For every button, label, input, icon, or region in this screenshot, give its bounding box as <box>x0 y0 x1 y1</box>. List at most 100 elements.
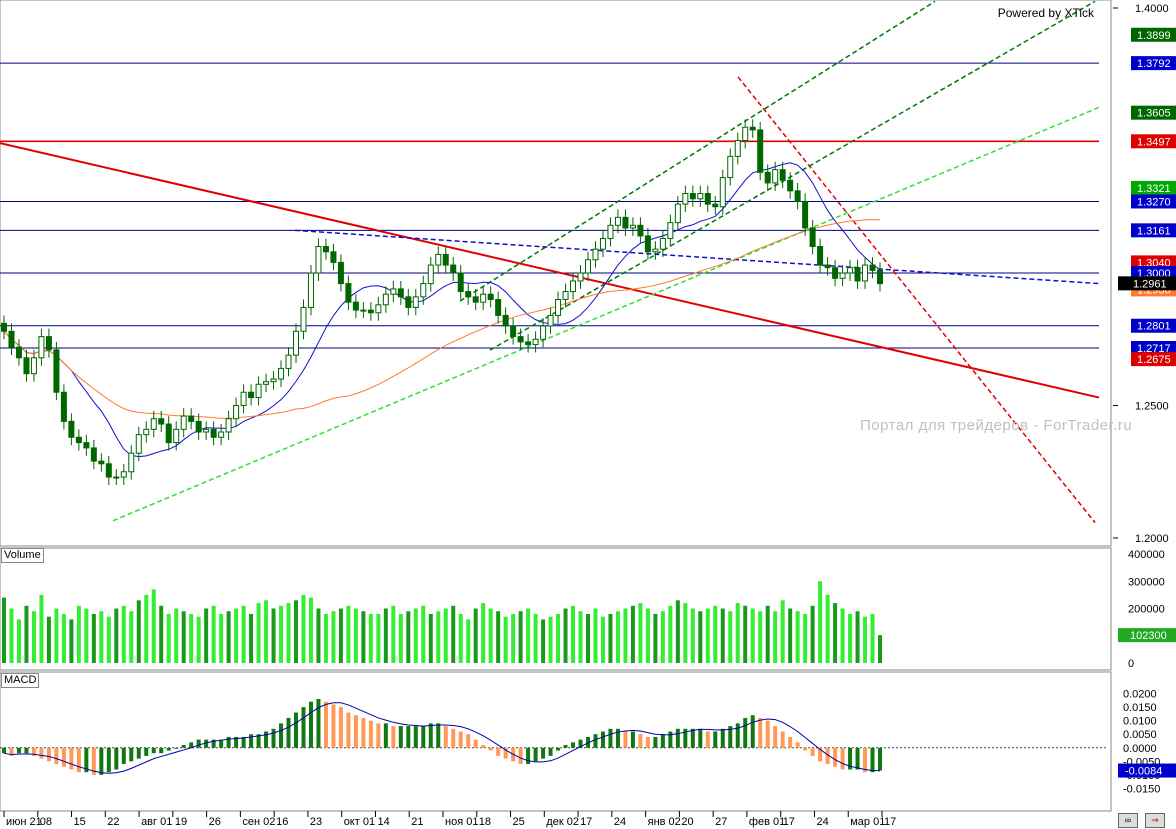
macd-bar <box>211 739 216 748</box>
y-tick-label: 1.2000 <box>1135 533 1169 545</box>
candle-body <box>667 222 674 240</box>
candle-body <box>697 193 704 200</box>
trendlines <box>0 0 1100 524</box>
powered-by-label: Powered by XTick <box>997 6 1094 20</box>
volume-bar <box>361 611 366 663</box>
volume-bar <box>608 613 613 663</box>
candle-body <box>465 291 472 298</box>
candle-body <box>480 293 487 303</box>
candle-body <box>120 471 127 478</box>
link-icon[interactable]: ∞ <box>1118 813 1138 828</box>
volume-bar <box>863 616 868 663</box>
candle-body <box>562 291 569 300</box>
macd-bar <box>458 731 463 748</box>
candle-body <box>105 463 112 478</box>
macd-bar <box>136 747 141 759</box>
level-tag-label: 1.3321 <box>1137 183 1171 195</box>
volume-bar <box>488 608 493 663</box>
macd-bar <box>788 736 793 748</box>
volume-bar <box>376 613 381 663</box>
volume-bar <box>840 608 845 663</box>
candle-body <box>173 428 180 444</box>
candle-body <box>420 283 427 298</box>
candle-body <box>794 190 801 202</box>
macd-bar <box>810 747 815 756</box>
candle-body <box>614 216 621 226</box>
volume-bar <box>481 603 486 663</box>
candle-body <box>210 428 217 438</box>
price-candles <box>1 119 883 485</box>
candle-body <box>869 264 876 271</box>
candle-body <box>337 261 344 285</box>
macd-bar <box>481 745 486 748</box>
volume-bar <box>526 608 531 663</box>
macd-bar <box>428 723 433 748</box>
volume-bar <box>383 608 388 663</box>
macd-bar <box>106 747 111 773</box>
x-tick-label: окт 01 <box>344 816 375 828</box>
volume-bar <box>675 600 680 663</box>
macd-bar <box>338 707 343 748</box>
candle-body <box>38 336 45 359</box>
macd-bar <box>833 747 838 767</box>
candle-body <box>802 200 809 229</box>
volume-pane <box>0 547 1112 671</box>
volume-bar <box>788 608 793 663</box>
candle-body <box>839 272 846 279</box>
macd-bar <box>840 747 845 770</box>
volume-bar <box>159 605 164 663</box>
candle-body <box>135 434 142 454</box>
last-volume-tag <box>1118 628 1176 643</box>
candle-body <box>255 383 262 399</box>
volume-bar <box>54 608 59 663</box>
macd-bar <box>473 739 478 748</box>
candle-body <box>360 309 367 312</box>
volume-bar <box>241 605 246 663</box>
volume-bar <box>24 605 29 663</box>
macd-bar <box>241 736 246 748</box>
green-channel-bottom <box>489 0 1096 351</box>
candle-body <box>622 216 629 229</box>
macd-bar <box>353 715 358 748</box>
macd-bar <box>91 747 96 775</box>
candle-body <box>307 272 314 308</box>
level-tag <box>1131 318 1176 333</box>
volume-bar <box>226 611 231 663</box>
macd-bar <box>518 747 523 765</box>
macd-bar <box>608 728 613 748</box>
candle-body <box>263 381 270 385</box>
level-tag <box>1131 56 1176 71</box>
last-macd-label: -0.0084 <box>1125 766 1162 778</box>
volume-bar <box>496 611 501 663</box>
macd-bar <box>638 734 643 748</box>
x-tick-label: 22 <box>107 816 119 828</box>
macd-bar <box>735 723 740 748</box>
macd-bar <box>346 712 351 748</box>
macd-bar <box>376 723 381 748</box>
candle-body <box>637 224 644 237</box>
volume-bar <box>114 608 119 663</box>
level-tag-label: 1.3270 <box>1137 196 1171 208</box>
macd-bar <box>690 728 695 748</box>
macd-bar <box>578 739 583 748</box>
macd-bar <box>533 747 538 762</box>
arrow-right-icon[interactable]: ⇒ <box>1145 813 1165 828</box>
macd-bar <box>54 747 59 765</box>
candle-body <box>300 306 307 332</box>
candle-body <box>143 428 150 436</box>
volume-bar <box>84 608 89 663</box>
x-tick-label: 16 <box>276 816 288 828</box>
macd-bar <box>9 747 14 756</box>
candle-body <box>599 238 606 250</box>
macd-bar <box>803 747 808 751</box>
macd-bar <box>69 747 74 770</box>
candle-body <box>405 296 412 308</box>
macd-bar <box>795 742 800 748</box>
y-tick-label: 1.4000 <box>1135 3 1169 15</box>
volume-bar <box>728 611 733 663</box>
candle-body <box>285 354 292 369</box>
blue-dashed-trendline <box>294 229 1100 285</box>
volume-bar <box>473 608 478 663</box>
volume-bar <box>219 613 224 663</box>
